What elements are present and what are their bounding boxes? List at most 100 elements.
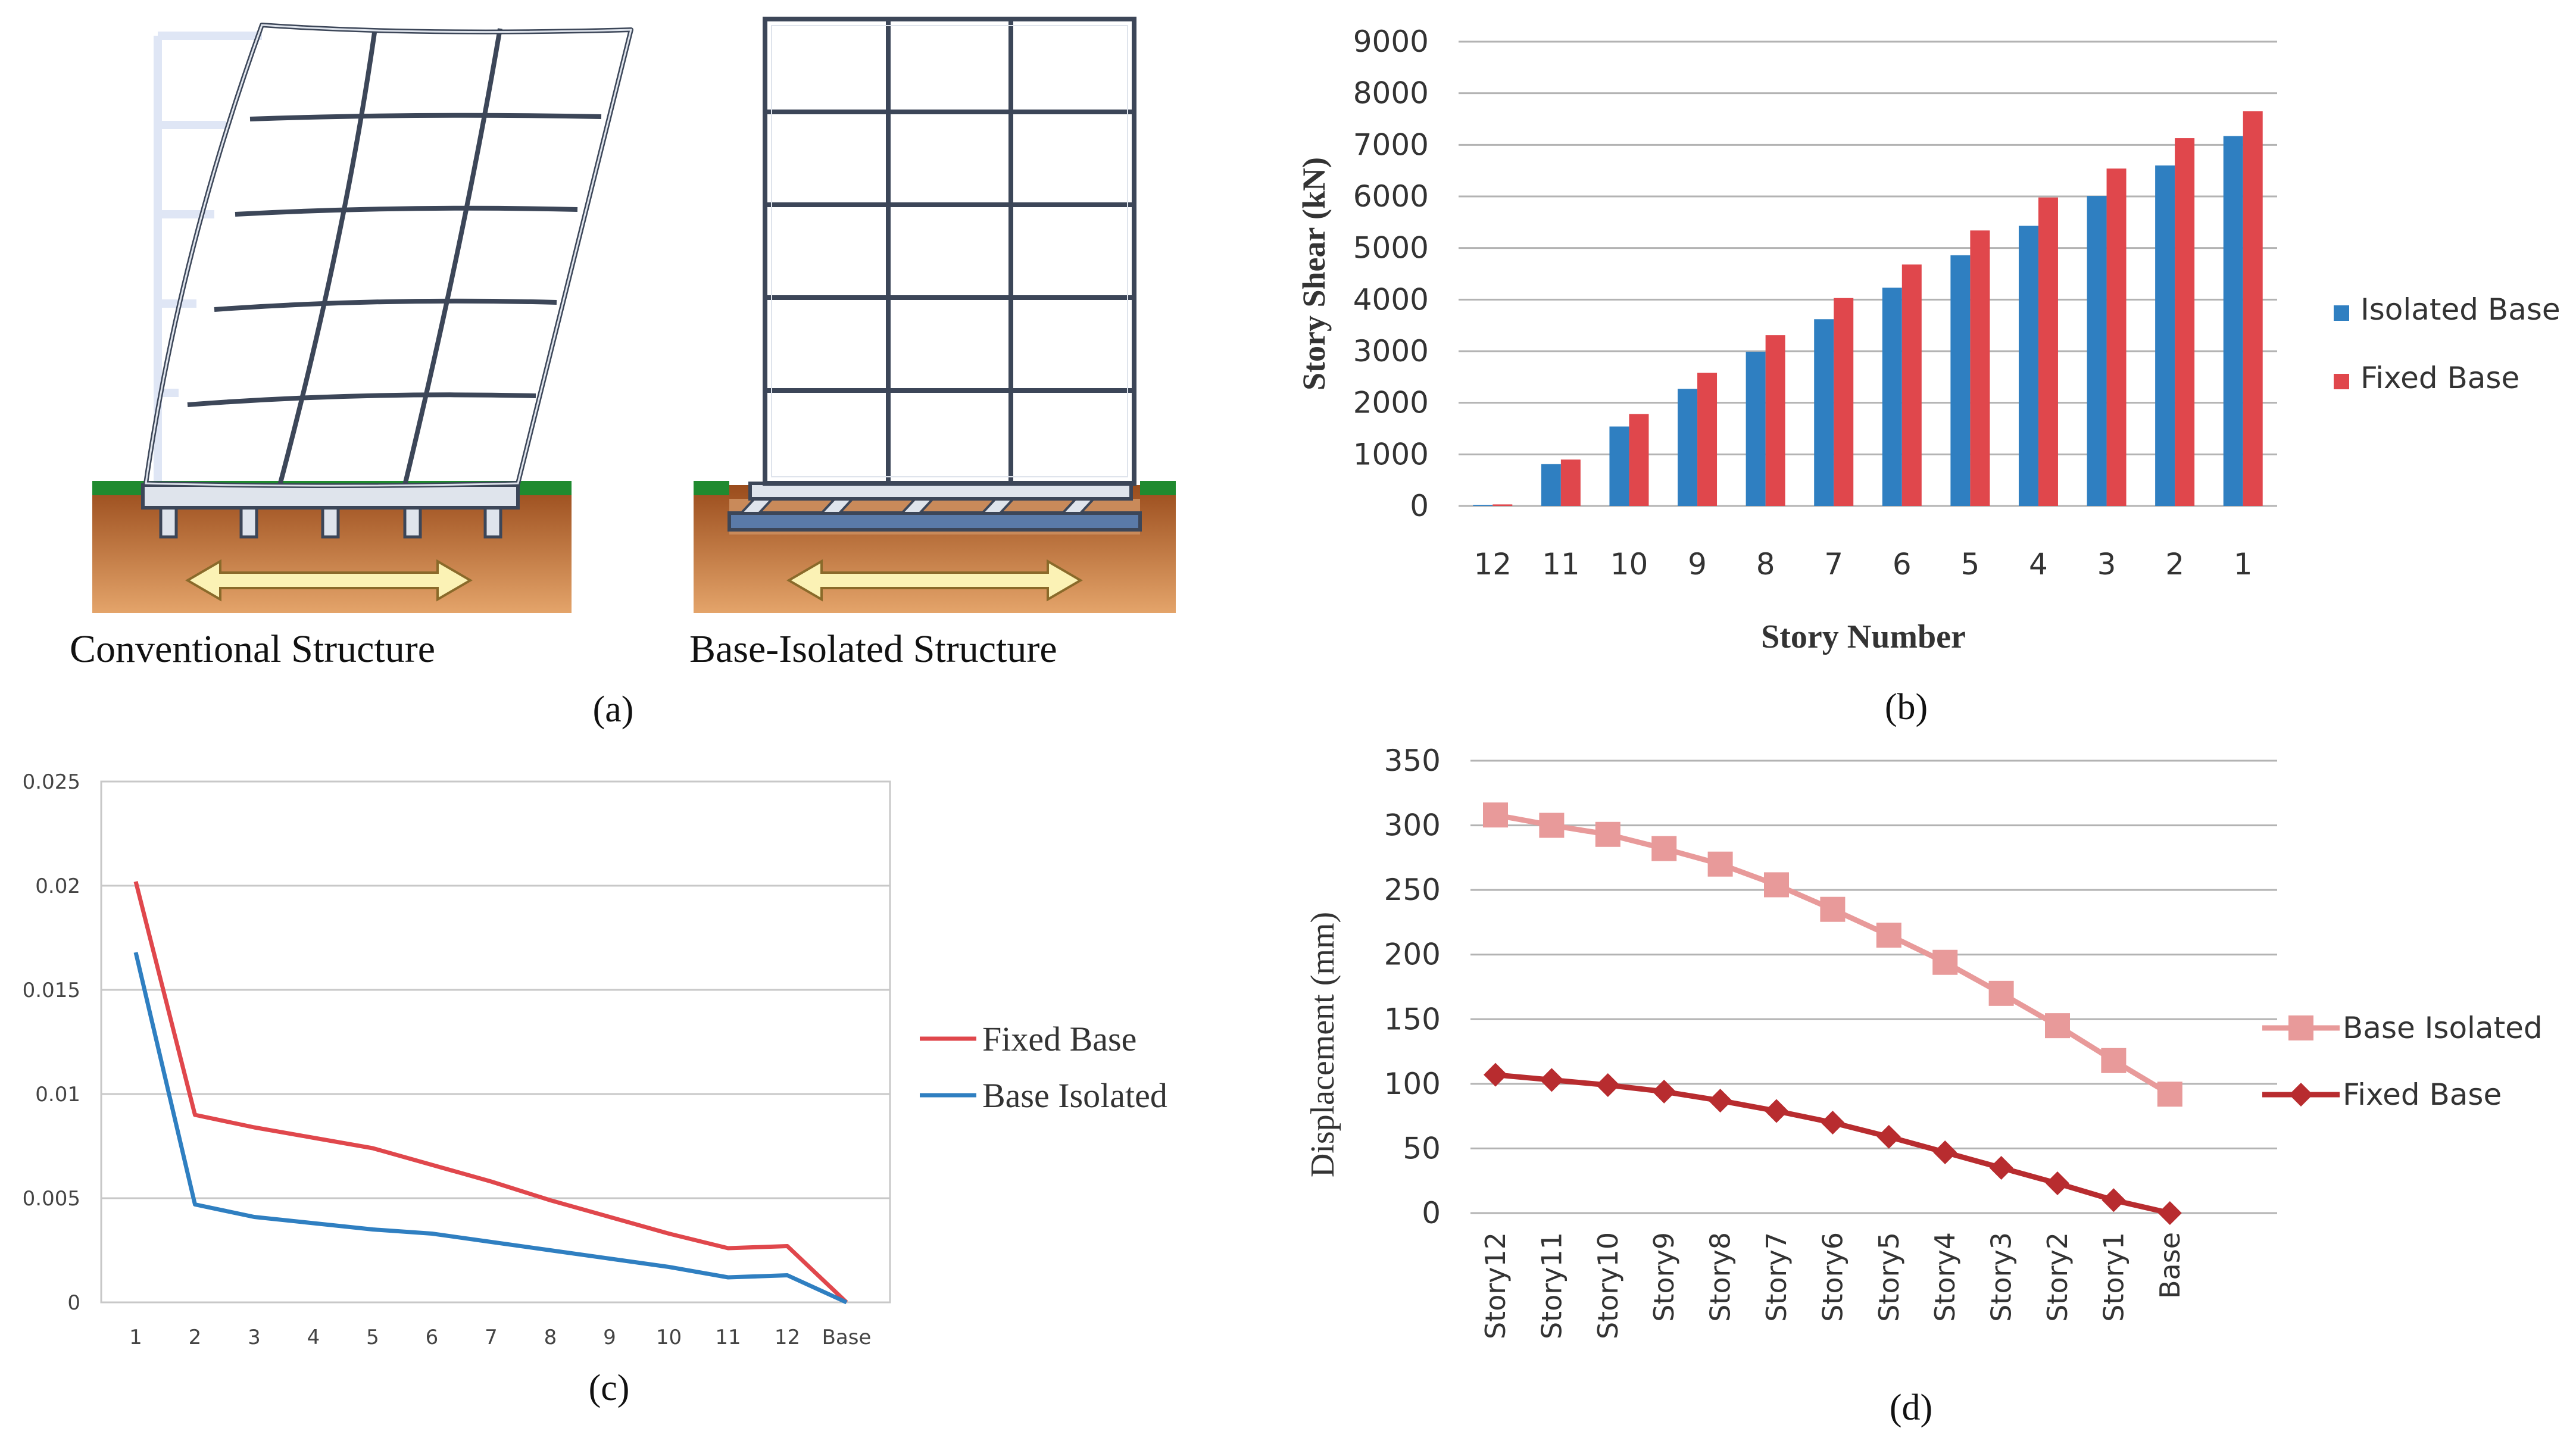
c-x-tick-10: 11	[715, 1326, 741, 1349]
d-marker-base-isolated-1	[1539, 812, 1565, 838]
b-x-tick-11: 1	[2234, 547, 2253, 582]
d-y-axis-label: Displacement (mm)	[1304, 912, 1341, 1177]
panel-c-label: (c)	[589, 1368, 630, 1408]
c-legend: Fixed Base Base Isolated	[920, 1020, 1167, 1115]
b-y-tick-labels: 0 1000 2000 3000 4000 5000 6000 7000 8000 9000	[1353, 24, 1429, 523]
b-bar-isolated-4	[2018, 226, 2038, 506]
isolated-frame	[763, 17, 1136, 486]
c-x-tick-2: 3	[248, 1326, 261, 1349]
c-y-tick-4: 0.02	[35, 874, 80, 898]
d-legend: Base Isolated Fixed Base	[2262, 1011, 2543, 1112]
d-marker-fixed-base-10	[2046, 1171, 2069, 1196]
b-x-axis-label: Story Number	[1761, 618, 1966, 655]
b-gridlines	[1459, 40, 2277, 507]
b-x-tick-0: 12	[1473, 547, 1512, 582]
b-bar-isolated-6	[1882, 287, 1902, 506]
d-legend-label-0: Base Isolated	[2343, 1011, 2543, 1045]
b-bar-isolated-9	[1678, 389, 1698, 506]
b-y-tick-8: 8000	[1353, 76, 1429, 111]
c-x-tick-6: 7	[485, 1326, 498, 1349]
d-y-tick-7: 350	[1384, 743, 1441, 778]
d-y-tick-5: 250	[1384, 873, 1441, 907]
d-marker-fixed-base-9	[1989, 1156, 2013, 1180]
b-x-tick-8: 4	[2029, 547, 2048, 582]
d-gridlines	[1470, 760, 2277, 1214]
c-x-tick-4: 5	[366, 1326, 379, 1349]
c-y-tick-0: 0	[67, 1291, 80, 1315]
d-line-fixed-base	[1495, 1072, 2171, 1216]
c-line-base-isolated	[133, 952, 848, 1305]
b-bar-fixed-12	[1492, 504, 1513, 506]
d-x-tick-11: Story1	[2097, 1232, 2130, 1322]
b-bar-isolated-8	[1746, 351, 1766, 506]
b-x-tick-5: 7	[1824, 547, 1843, 582]
b-bars	[1473, 111, 2263, 507]
b-x-tick-9: 3	[2097, 547, 2116, 582]
conventional-soil	[92, 481, 572, 613]
b-bar-isolated-5	[1950, 255, 1971, 506]
b-x-tick-7: 5	[1960, 547, 1979, 582]
b-bar-fixed-3	[2106, 168, 2127, 506]
d-x-tick-10: Story2	[2041, 1232, 2074, 1322]
d-x-tick-6: Story6	[1816, 1232, 1849, 1322]
c-y-tick-5: 0.025	[23, 770, 80, 794]
c-y-tick-labels: 0 0.005 0.01 0.015 0.02 0.025	[23, 770, 80, 1315]
d-x-tick-8: Story4	[1929, 1232, 1961, 1322]
b-bar-fixed-5	[1970, 230, 1990, 506]
d-x-tick-2: Story10	[1592, 1232, 1624, 1339]
c-x-tick-11: 12	[775, 1326, 800, 1349]
c-x-tick-labels: 1 2 3 4 5 6 7 8 9 10 11 12 Base	[129, 1326, 871, 1349]
b-bar-fixed-4	[2038, 197, 2058, 506]
d-marker-base-isolated-11	[2101, 1048, 2127, 1073]
b-y-tick-4: 4000	[1353, 282, 1429, 317]
d-marker-fixed-base-3	[1652, 1079, 1676, 1104]
conventional-base-slab	[141, 483, 520, 510]
d-marker-base-isolated-6	[1820, 896, 1846, 922]
c-x-tick-3: 4	[307, 1326, 320, 1349]
b-x-tick-3: 9	[1688, 547, 1707, 582]
b-bar-fixed-7	[1834, 298, 1854, 506]
b-bar-fixed-6	[1901, 264, 1922, 506]
b-x-tick-2: 10	[1610, 547, 1648, 582]
d-marker-fixed-base-6	[1821, 1111, 1845, 1135]
d-legend-label-1: Fixed Base	[2343, 1077, 2502, 1112]
d-x-tick-7: Story5	[1873, 1232, 1905, 1322]
b-bar-isolated-10	[1609, 426, 1629, 506]
d-marker-fixed-base-11	[2102, 1188, 2126, 1212]
c-line-fixed-base	[133, 881, 848, 1304]
d-x-tick-4: Story8	[1704, 1232, 1737, 1322]
b-y-axis-label: Story Shear (kN)	[1296, 157, 1332, 390]
b-y-tick-2: 2000	[1353, 386, 1429, 420]
ground-motion-arrow	[185, 559, 473, 602]
d-marker-base-isolated-0	[1483, 802, 1508, 828]
b-x-tick-4: 8	[1756, 547, 1775, 582]
panel-a-label: (a)	[593, 689, 634, 730]
d-y-tick-3: 150	[1384, 1002, 1441, 1036]
d-x-tick-9: Story3	[1985, 1232, 2018, 1322]
b-bar-isolated-3	[2087, 196, 2107, 507]
b-legend-swatch-1	[2334, 374, 2349, 389]
b-y-tick-6: 6000	[1353, 179, 1429, 214]
c-x-tick-9: 10	[656, 1326, 682, 1349]
b-bar-isolated-1	[2223, 136, 2243, 507]
panel-a-illustration: Conventional Structure	[70, 17, 1176, 730]
isolated-frame-inner	[771, 25, 1128, 477]
b-bar-isolated-12	[1473, 505, 1493, 506]
b-legend-swatch-0	[2334, 305, 2349, 321]
b-legend-label-0: Isolated Base	[2360, 292, 2561, 327]
d-x-tick-0: Story12	[1479, 1232, 1512, 1339]
d-marker-fixed-base-2	[1595, 1073, 1620, 1098]
d-marker-base-isolated-12	[2157, 1082, 2182, 1107]
c-y-tick-3: 0.015	[23, 979, 80, 1002]
b-bar-isolated-11	[1541, 464, 1561, 506]
c-series-lines	[133, 881, 848, 1305]
c-x-tick-12: Base	[822, 1326, 872, 1349]
isolation-bearings	[738, 496, 1098, 514]
d-y-tick-1: 50	[1403, 1131, 1441, 1165]
b-x-tick-10: 2	[2165, 547, 2184, 582]
d-marker-base-isolated-9	[1988, 980, 2014, 1006]
b-bar-fixed-11	[1560, 460, 1581, 506]
